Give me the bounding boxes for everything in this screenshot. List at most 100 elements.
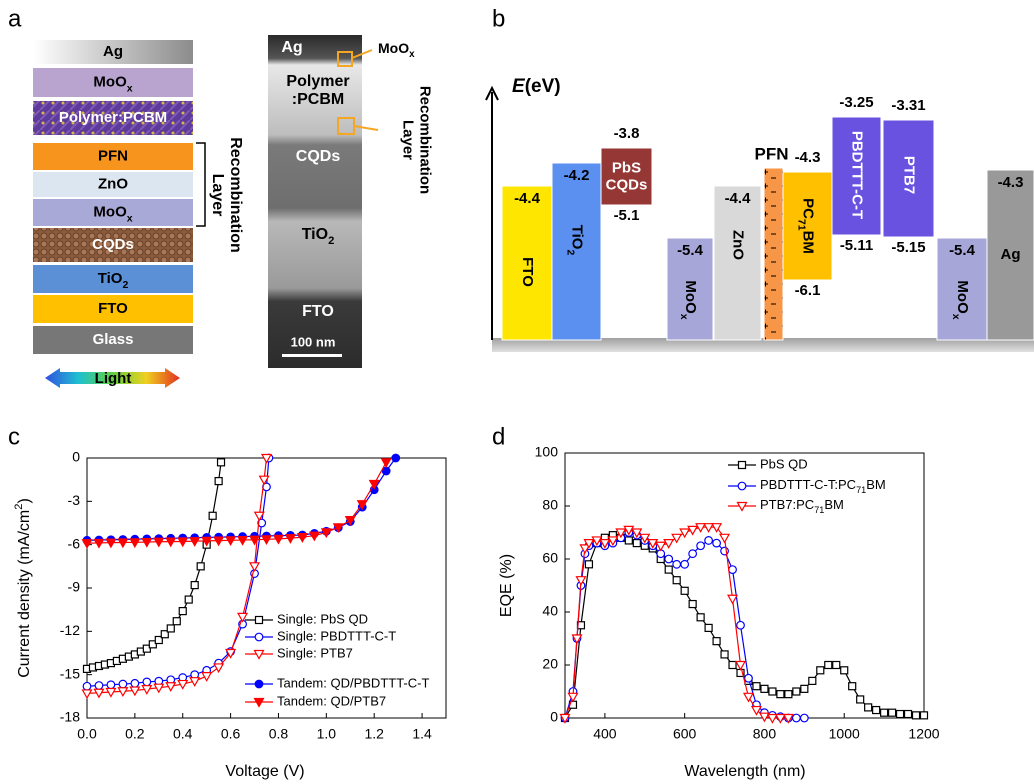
x-tick-label: 800 [753, 726, 777, 742]
legend-label: PBDTTT-C-T:PC71BM [760, 477, 886, 495]
text-line: CQDs [606, 177, 648, 194]
text-part: MoO [378, 40, 409, 56]
marker [391, 453, 401, 463]
text-part: TiO [302, 226, 328, 243]
energy-value: -4.2 [564, 167, 590, 184]
legend-label: Tandem: QD/PBDTTT-C-T [277, 675, 429, 690]
marker [559, 713, 571, 724]
layer-label: PFN [98, 147, 128, 164]
marker [579, 544, 591, 555]
marker [591, 536, 603, 547]
layer [33, 326, 193, 354]
marker [153, 683, 165, 694]
marker [165, 537, 177, 548]
marker [824, 660, 833, 670]
layer [33, 228, 193, 262]
marker [663, 539, 675, 549]
series-line [86, 457, 397, 541]
marker [712, 538, 721, 548]
energy-value: -5.4 [677, 242, 704, 259]
layer [33, 172, 193, 197]
x-tick-label: 1.4 [412, 726, 432, 742]
marker [380, 458, 392, 469]
marker [177, 537, 189, 548]
material-label: TiO2 [565, 225, 586, 256]
marker [214, 477, 223, 486]
tem-label: FTO [302, 303, 334, 320]
text-part: TiO [569, 225, 586, 250]
marker [308, 531, 320, 542]
marker [727, 594, 739, 605]
y-axis-title: Current density (mA/cm2) [13, 498, 33, 678]
marker [800, 684, 809, 693]
layer [33, 68, 193, 97]
text-part: MoO [682, 280, 699, 314]
marker [856, 695, 865, 704]
text-part: Current density (mA/cm [16, 510, 33, 678]
y-tick-label: -6 [68, 535, 81, 551]
energy-box [782, 171, 833, 281]
marker [196, 562, 205, 571]
text-part: ) [16, 498, 33, 503]
text-part: 2 [13, 504, 25, 510]
tem-image [268, 35, 362, 368]
marker [575, 576, 587, 586]
marker [744, 673, 753, 683]
x-tick-label: 0.6 [221, 726, 241, 742]
text-part: x [409, 49, 415, 60]
energy-box [882, 119, 935, 238]
marker [118, 679, 128, 689]
energy-value: -5.11 [840, 237, 873, 254]
energy-value: -4.4 [725, 190, 752, 207]
text-part: MoO [93, 73, 127, 90]
marker [848, 682, 857, 691]
text-part: 2 [565, 249, 577, 255]
marker [639, 533, 651, 544]
energy-value: -3.31 [891, 97, 925, 114]
legend-marker [737, 460, 747, 470]
marker [672, 576, 681, 585]
marker [688, 599, 697, 609]
material-label: PFN [755, 144, 789, 163]
marker [165, 682, 177, 692]
marker [172, 617, 181, 626]
light-arrow [45, 368, 180, 388]
energy-value: -4.3 [795, 149, 821, 166]
energy-value: -5.15 [891, 239, 925, 256]
text-part: BM [866, 477, 886, 492]
ground [492, 338, 1034, 352]
series-line [86, 462, 387, 544]
marker [160, 630, 169, 639]
y-tick-label: 100 [535, 444, 559, 460]
marker [260, 453, 273, 464]
text-part: x [127, 212, 133, 224]
marker [106, 680, 116, 690]
text-line: Recombination [417, 86, 434, 194]
marker [93, 688, 105, 699]
energy-value: -5.4 [949, 242, 976, 259]
text-line: :PCBM [292, 91, 344, 108]
marker [711, 523, 723, 533]
marker [784, 690, 793, 699]
marker [832, 660, 841, 670]
material-label: PC71BM [796, 198, 817, 254]
y-axis-title: EQE (%) [498, 554, 515, 617]
y-tick-label: 80 [542, 497, 558, 513]
marker [903, 709, 913, 719]
marker [624, 536, 633, 545]
marker [93, 538, 105, 549]
marker [142, 677, 152, 687]
marker [655, 541, 667, 552]
energy-value: -6.1 [795, 282, 821, 299]
marker [208, 511, 217, 520]
marker [704, 623, 713, 633]
axis-label: E(eV) [512, 76, 561, 97]
marker [201, 672, 213, 682]
marker [201, 536, 213, 547]
series-line [86, 457, 270, 687]
marker [225, 536, 237, 547]
material-label: PbS CQDs [606, 159, 648, 193]
marker [81, 689, 93, 700]
marker [237, 535, 249, 546]
